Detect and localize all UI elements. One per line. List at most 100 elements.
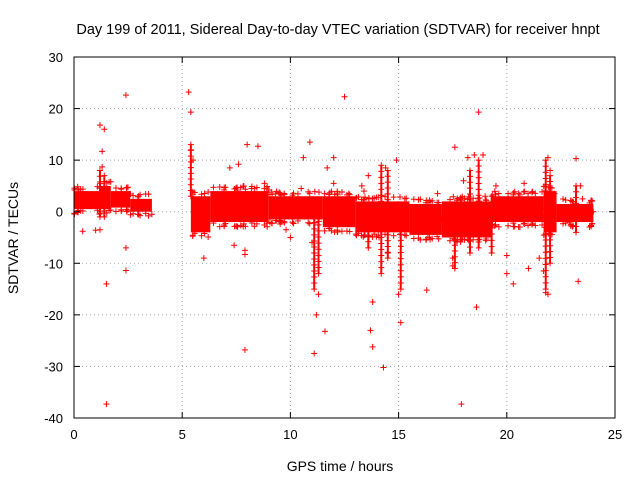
band-edge-point	[457, 196, 464, 203]
data-point	[235, 161, 242, 168]
band-edge-point	[124, 184, 131, 191]
column-point	[384, 214, 391, 221]
column-point	[96, 179, 103, 186]
band-edge-point	[352, 195, 359, 202]
band-edge-point	[74, 183, 81, 190]
column-point	[384, 184, 391, 191]
column-point	[547, 190, 554, 197]
band-edge-point	[264, 183, 271, 190]
column-point	[467, 214, 474, 221]
data-point	[265, 187, 272, 194]
band-edge-point	[240, 183, 247, 190]
column-point	[467, 244, 474, 251]
data-series	[71, 89, 597, 408]
band-edge-point	[221, 221, 228, 228]
column-point	[542, 279, 549, 286]
column-point	[397, 255, 404, 262]
column-point	[397, 219, 404, 226]
column-point	[547, 178, 554, 185]
band-edge-point	[567, 222, 574, 229]
column-point	[475, 227, 482, 234]
column-point	[365, 226, 372, 233]
column-point	[311, 286, 318, 293]
x-axis-label: GPS time / hours	[287, 458, 394, 474]
data-point	[579, 195, 586, 202]
column-point	[573, 188, 580, 195]
band-edge-point	[201, 230, 208, 237]
column-point	[384, 173, 391, 180]
column-point	[542, 193, 549, 200]
band-edge-point	[124, 207, 131, 214]
data-point	[103, 401, 110, 408]
band-edge-point	[198, 191, 205, 198]
dense-band	[268, 196, 323, 220]
column-point	[384, 190, 391, 197]
band-edge-point	[510, 191, 517, 198]
band-edge-point	[492, 221, 499, 228]
band-edge-point	[237, 184, 244, 191]
y-tick-label: 20	[49, 102, 63, 117]
band-edge-point	[135, 193, 142, 200]
column-point	[467, 167, 474, 174]
band-edge-point	[273, 188, 280, 195]
column-point	[573, 223, 580, 230]
data-point	[241, 346, 248, 353]
band-edge-point	[365, 195, 372, 202]
data-point	[544, 154, 551, 161]
data-point	[248, 185, 255, 192]
band-edge-point	[353, 232, 360, 239]
column-point	[488, 243, 495, 250]
column-point	[547, 207, 554, 214]
column-point	[96, 167, 103, 174]
column-point	[488, 205, 495, 212]
data-point	[287, 234, 294, 241]
band-edge-point	[560, 220, 567, 227]
column-point	[101, 178, 108, 185]
band-edge-point	[567, 197, 574, 204]
data-point	[479, 151, 486, 158]
x-tick-label: 20	[500, 427, 514, 442]
data-point	[77, 193, 84, 200]
data-point	[148, 211, 155, 218]
band-edge-point	[264, 223, 271, 230]
column-point	[378, 168, 385, 175]
dense-band	[74, 191, 100, 210]
column-point	[451, 248, 458, 255]
band-edge-point	[251, 223, 258, 230]
data-point	[241, 251, 248, 258]
column-point	[315, 234, 322, 241]
column-point	[365, 232, 372, 239]
data-point	[525, 265, 532, 272]
data-point	[358, 182, 365, 189]
column-point	[311, 249, 318, 256]
data-point	[544, 291, 551, 298]
band-edge-point	[532, 190, 539, 197]
data-point	[367, 327, 374, 334]
column-point	[365, 220, 372, 227]
column-point	[542, 218, 549, 225]
dense-band	[441, 201, 492, 238]
band-edge-point	[231, 185, 238, 192]
data-point	[330, 154, 337, 161]
column-point	[384, 220, 391, 227]
column-point	[547, 219, 554, 226]
column-point	[467, 232, 474, 239]
band-edge-point	[521, 188, 528, 195]
column-point	[365, 238, 372, 245]
column-point	[187, 193, 194, 200]
band-edge-point	[134, 211, 141, 218]
column-point	[96, 173, 103, 180]
column-point	[488, 218, 495, 225]
column-point	[451, 230, 458, 237]
data-point	[460, 177, 467, 184]
band-edge-point	[562, 220, 569, 227]
x-tick-label: 15	[391, 427, 405, 442]
data-point	[122, 244, 129, 251]
column-point	[384, 208, 391, 215]
column-point	[397, 225, 404, 232]
column-point	[475, 157, 482, 164]
column-point	[101, 202, 108, 209]
band-edge-point	[532, 222, 539, 229]
column-point	[451, 224, 458, 231]
band-edge-point	[401, 231, 408, 238]
